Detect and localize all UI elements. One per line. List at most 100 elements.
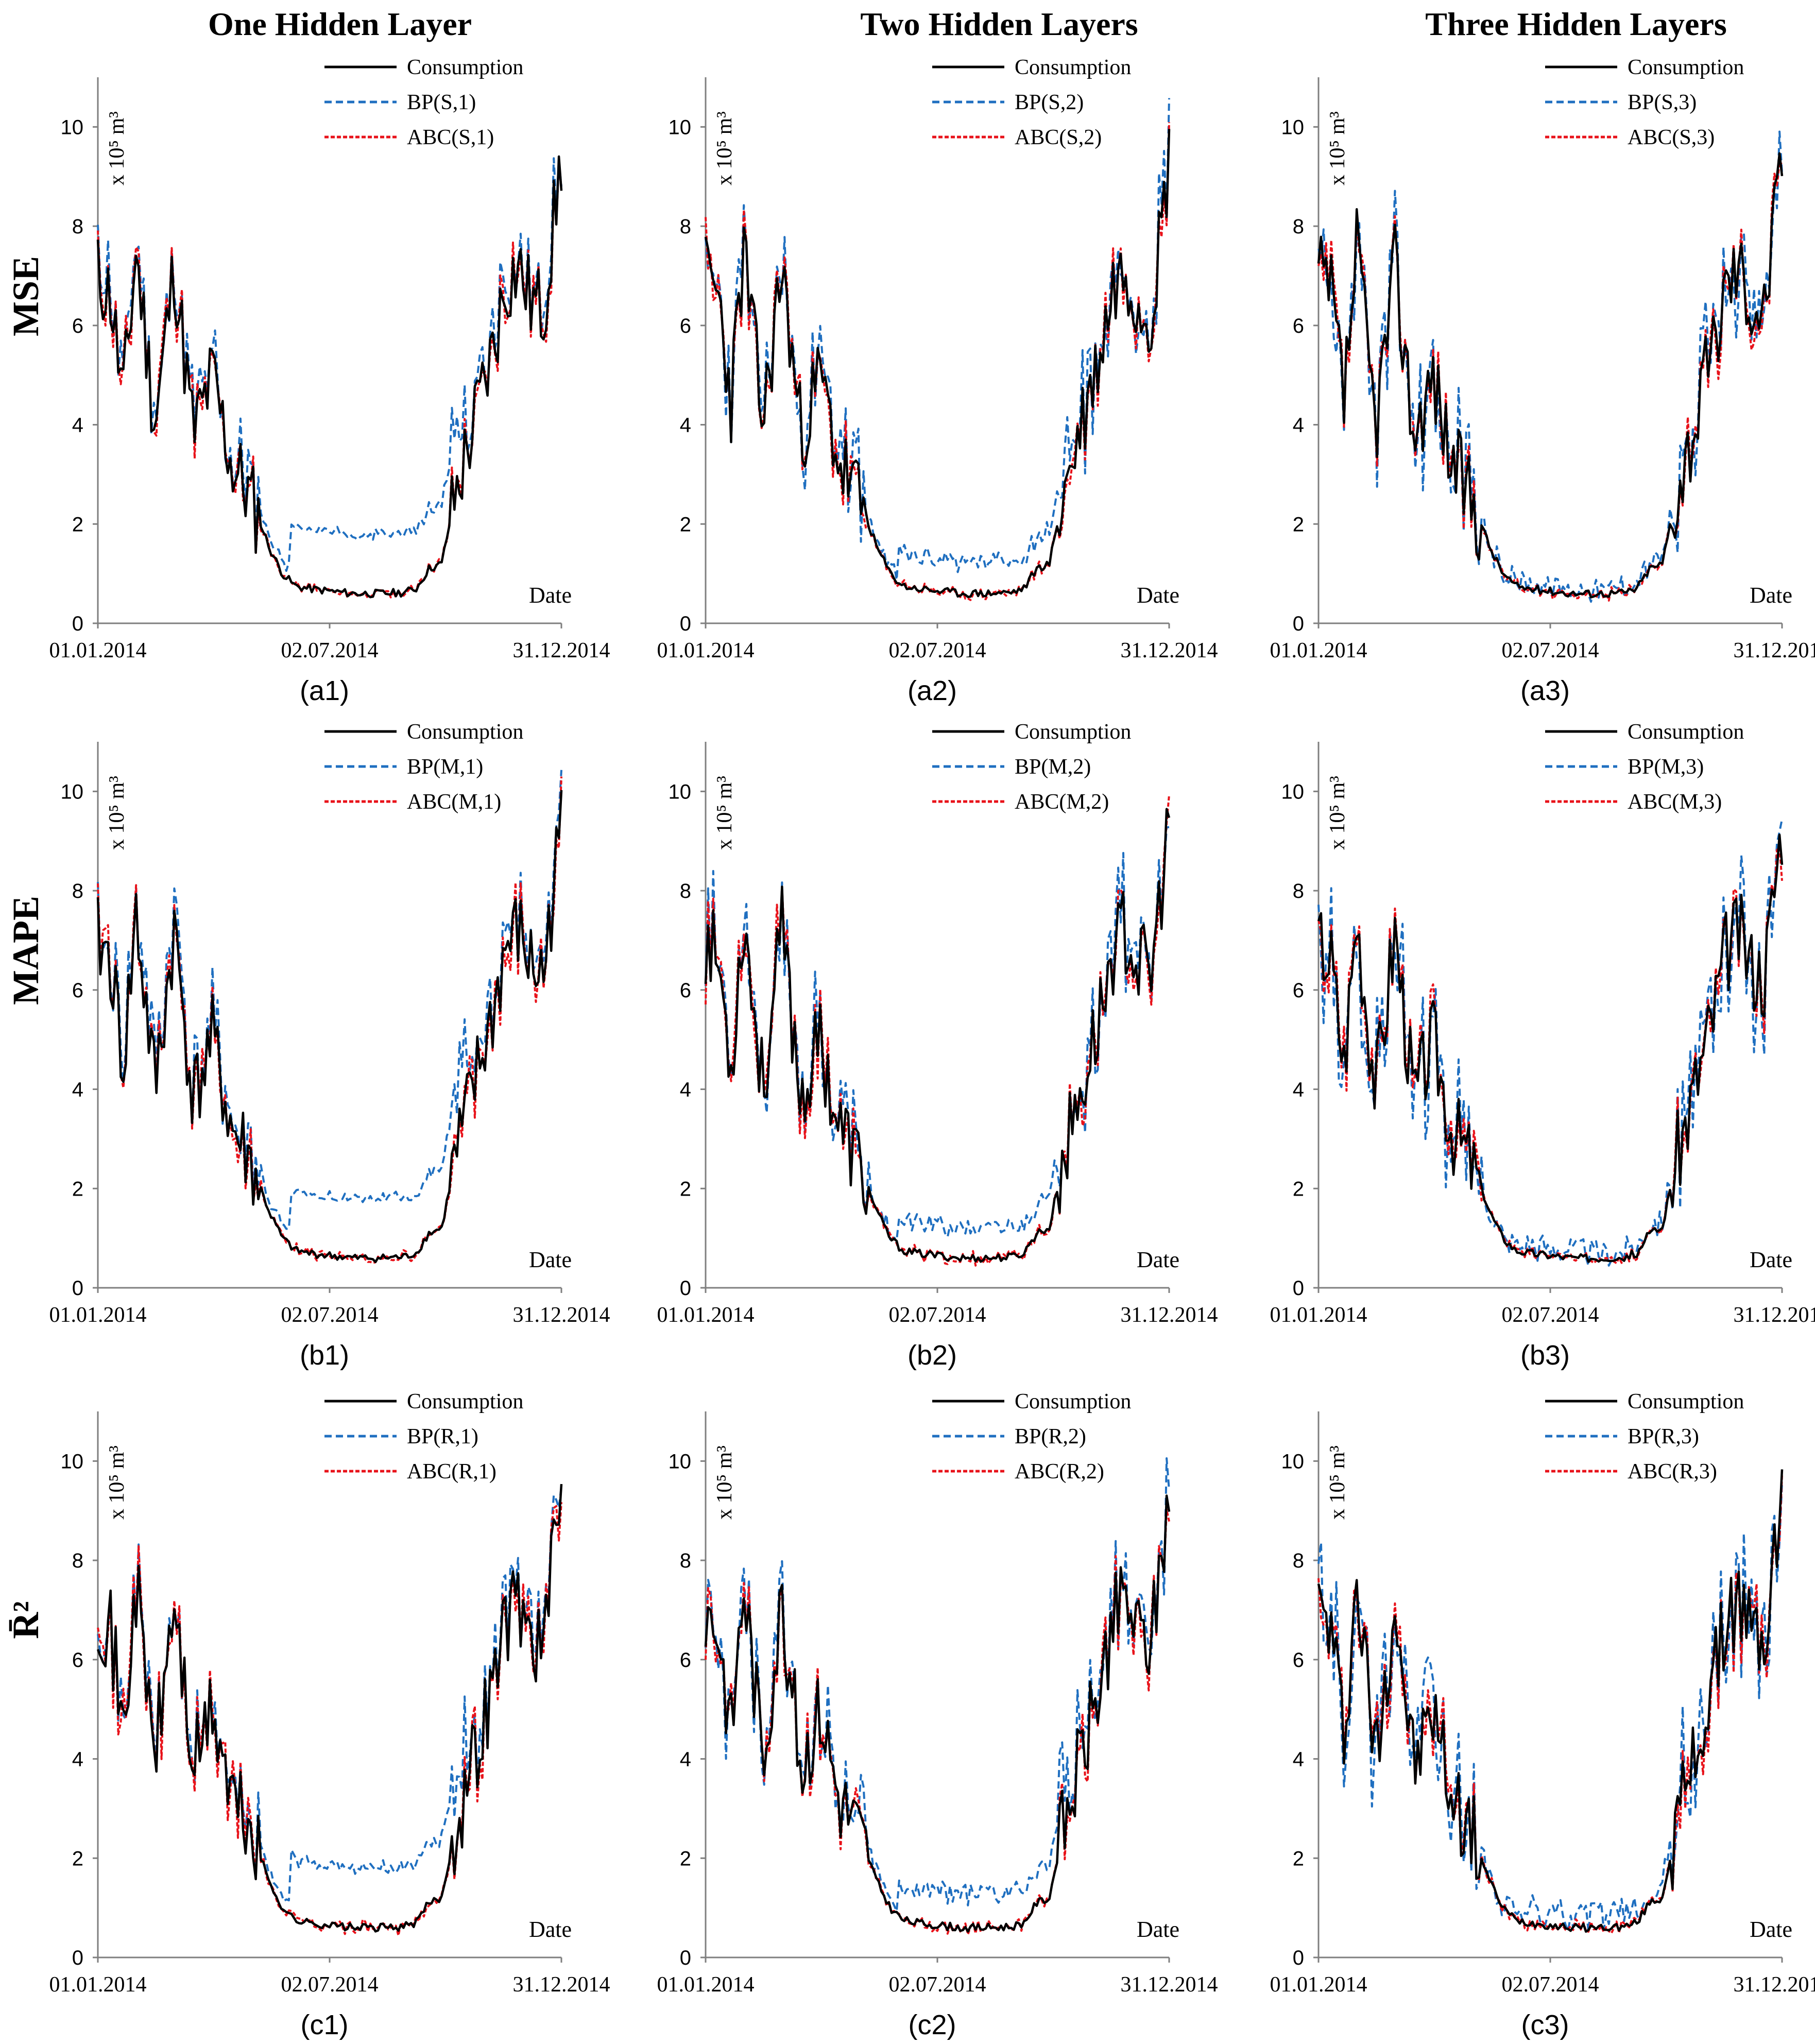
y-tick-label: 6 xyxy=(680,1649,691,1672)
panel-label-a3: (a3) xyxy=(1520,675,1570,706)
legend-label: ABC(M,1) xyxy=(407,790,501,814)
panel-label-a2: (a2) xyxy=(907,675,957,706)
series-line-consumption xyxy=(704,129,1171,599)
chart-c1: 0 2 4 6 8 10 01.01.2014 02.07.2014 31.12.2014 Dat… xyxy=(49,1390,610,1997)
series-line-consumption xyxy=(1317,152,1784,599)
legend-label: ABC(S,1) xyxy=(407,126,494,149)
legend-label: ABC(M,3) xyxy=(1628,790,1722,814)
series-line-consumption xyxy=(96,790,563,1264)
x-tick-label: 02.07.2014 xyxy=(889,639,986,662)
series-line-consumption xyxy=(96,1484,563,1933)
legend-label: Consumption xyxy=(1628,720,1744,744)
y-tick-label: 8 xyxy=(1293,215,1304,238)
series-line-consumption xyxy=(96,155,563,599)
series-line-abc xyxy=(97,1502,562,1937)
y-tick-label: 6 xyxy=(72,1649,83,1672)
panel-label-b3: (b3) xyxy=(1520,1340,1570,1371)
y-tick-label: 0 xyxy=(680,1947,691,1969)
chart-c2: 0 2 4 6 8 10 01.01.2014 02.07.2014 31.12.2014 Dat… xyxy=(657,1390,1218,1997)
y-tick-label: 0 xyxy=(72,612,83,635)
y-unit-label: x 10⁵ m³ xyxy=(105,1445,129,1520)
y-tick-label: 4 xyxy=(1293,1079,1304,1101)
y-tick-label: 2 xyxy=(72,1178,83,1200)
x-tick-label: 01.01.2014 xyxy=(1270,1303,1367,1327)
y-tick-label: 4 xyxy=(680,1748,691,1771)
y-unit-label: x 10⁵ m³ xyxy=(713,111,737,185)
legend-label: BP(R,2) xyxy=(1015,1425,1086,1449)
column-title-1: One Hidden Layer xyxy=(208,6,472,42)
legend-label: ABC(S,2) xyxy=(1015,126,1102,149)
x-tick-label: 02.07.2014 xyxy=(1502,639,1599,662)
y-tick-label: 8 xyxy=(1293,1549,1304,1572)
y-tick-label: 2 xyxy=(1293,1178,1304,1200)
y-unit-label: x 10⁵ m³ xyxy=(713,776,737,850)
series-line-bp xyxy=(1317,819,1783,1267)
x-tick-label: 01.01.2014 xyxy=(657,639,755,662)
y-tick-label: 6 xyxy=(72,979,83,1002)
y-unit-label: x 10⁵ m³ xyxy=(1326,776,1349,850)
x-tick-label: 01.01.2014 xyxy=(1270,1973,1367,1997)
x-axis-label: Date xyxy=(1137,1917,1179,1942)
x-tick-label: 02.07.2014 xyxy=(281,1303,379,1327)
y-tick-label: 0 xyxy=(72,1277,83,1300)
x-axis-label: Date xyxy=(1750,1917,1792,1942)
y-unit-label: x 10⁵ m³ xyxy=(1326,1445,1349,1520)
x-axis-label: Date xyxy=(1750,1247,1792,1272)
legend-label: ABC(R,1) xyxy=(407,1460,496,1484)
y-tick-label: 6 xyxy=(72,315,83,337)
legend-label: Consumption xyxy=(407,1390,523,1413)
y-tick-label: 2 xyxy=(1293,513,1304,536)
y-tick-label: 10 xyxy=(669,116,692,139)
x-tick-label: 01.01.2014 xyxy=(1270,639,1367,662)
x-axis-label: Date xyxy=(1137,583,1179,608)
series-line-bp xyxy=(97,157,562,572)
legend-label: BP(S,1) xyxy=(407,91,476,114)
y-tick-label: 6 xyxy=(680,979,691,1002)
legend-label: BP(M,3) xyxy=(1628,755,1704,779)
y-tick-label: 8 xyxy=(72,1549,83,1572)
panel-label-c2: (c2) xyxy=(908,2009,956,2040)
y-tick-label: 0 xyxy=(680,612,691,635)
series-line-abc xyxy=(705,1508,1170,1936)
y-tick-label: 4 xyxy=(72,1079,83,1101)
y-tick-label: 0 xyxy=(72,1947,83,1969)
y-tick-label: 2 xyxy=(680,513,691,536)
y-tick-label: 8 xyxy=(72,215,83,238)
legend-label: ABC(M,2) xyxy=(1015,790,1109,814)
series-line-bp xyxy=(97,1486,562,1902)
legend-label: BP(M,2) xyxy=(1015,755,1091,779)
x-tick-label: 31.12.2014 xyxy=(1121,639,1218,662)
y-tick-label: 6 xyxy=(1293,979,1304,1002)
y-tick-label: 10 xyxy=(1281,116,1305,139)
y-tick-label: 10 xyxy=(61,116,84,139)
y-unit-label: x 10⁵ m³ xyxy=(105,111,129,185)
x-tick-label: 02.07.2014 xyxy=(1502,1303,1599,1327)
legend-label: Consumption xyxy=(407,720,523,744)
y-tick-label: 0 xyxy=(680,1277,691,1300)
y-tick-label: 4 xyxy=(1293,1748,1304,1771)
series-line-consumption xyxy=(704,808,1171,1263)
x-tick-label: 02.07.2014 xyxy=(281,639,379,662)
y-tick-label: 8 xyxy=(680,1549,691,1572)
legend-label: BP(R,1) xyxy=(407,1425,478,1449)
series-line-consumption xyxy=(1317,833,1784,1263)
y-unit-label: x 10⁵ m³ xyxy=(105,776,129,850)
y-tick-label: 6 xyxy=(680,315,691,337)
series-line-bp xyxy=(1317,130,1783,603)
column-title-3: Three Hidden Layers xyxy=(1425,6,1727,42)
chart-b3: 0 2 4 6 8 10 01.01.2014 02.07.2014 31.12.2014 Dat… xyxy=(1270,720,1815,1327)
legend-label: Consumption xyxy=(1628,56,1744,79)
chart-a2: 0 2 4 6 8 10 01.01.2014 02.07.2014 31.12.2014 Dat… xyxy=(657,56,1218,662)
series-line-bp xyxy=(705,1457,1170,1913)
x-tick-label: 31.12.2014 xyxy=(1734,639,1815,662)
panel-label-c3: (c3) xyxy=(1521,2009,1569,2040)
x-tick-label: 01.01.2014 xyxy=(49,1303,147,1327)
y-tick-label: 8 xyxy=(72,880,83,902)
x-tick-label: 31.12.2014 xyxy=(1121,1303,1218,1327)
legend-label: Consumption xyxy=(1015,720,1131,744)
y-tick-label: 10 xyxy=(669,780,692,803)
legend-label: BP(S,2) xyxy=(1015,91,1084,114)
y-tick-label: 2 xyxy=(1293,1847,1304,1870)
legend-label: BP(M,1) xyxy=(407,755,483,779)
x-tick-label: 02.07.2014 xyxy=(889,1973,986,1997)
